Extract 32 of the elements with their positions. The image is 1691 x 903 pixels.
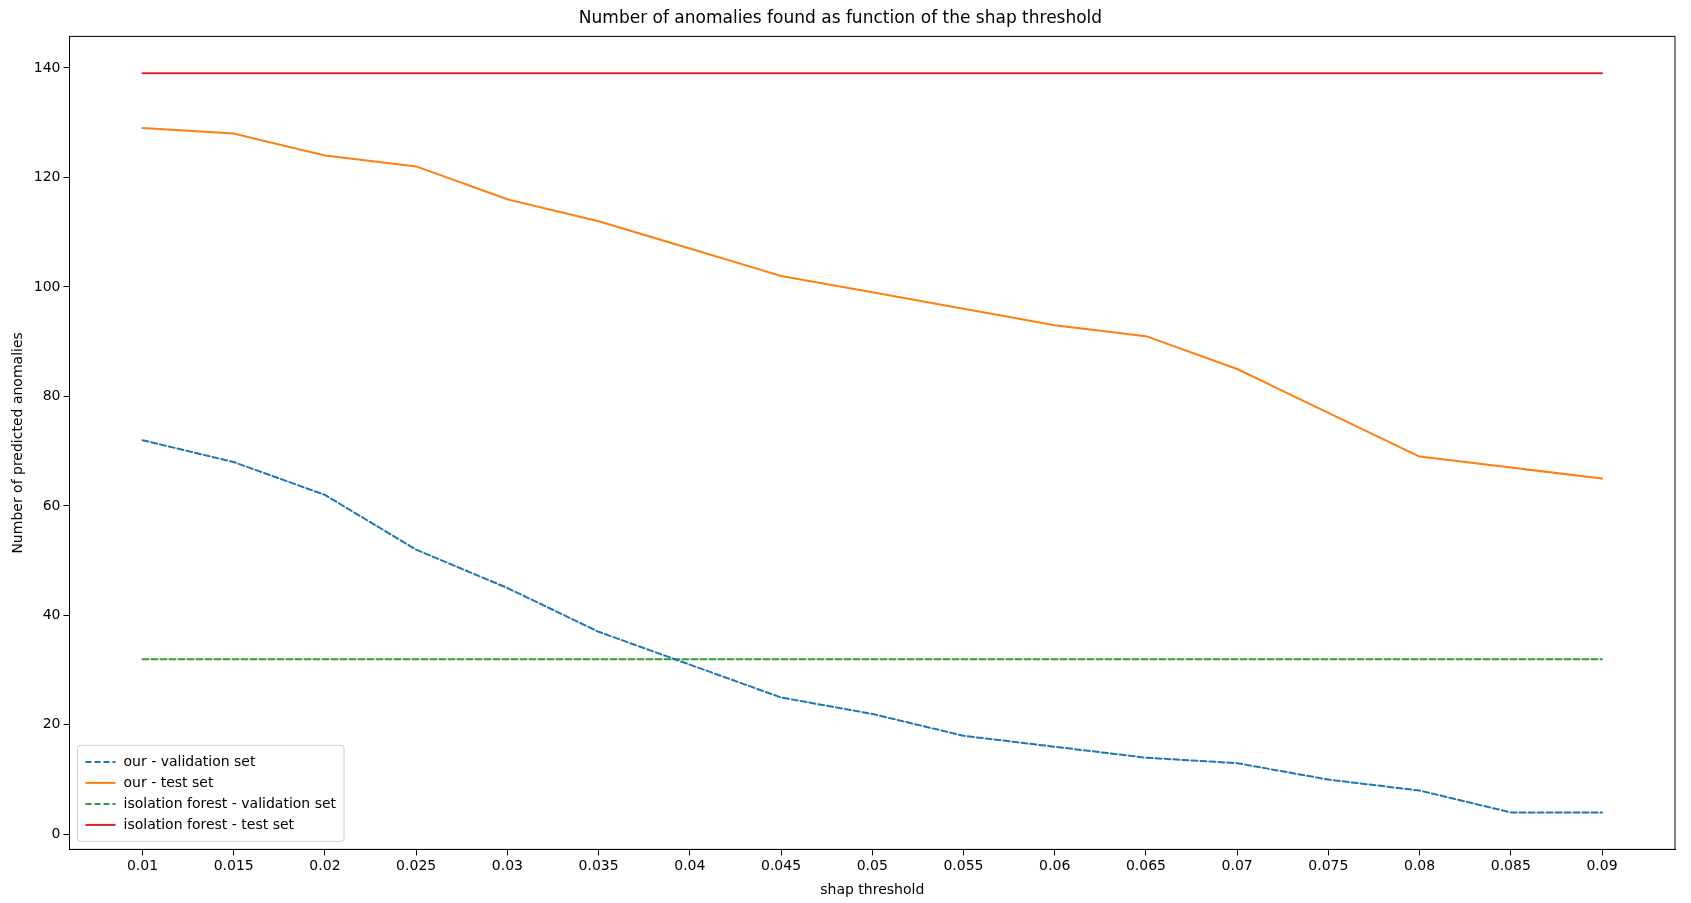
y-tick-label: 40 [42,606,61,622]
x-tick-label: 0.09 [1586,857,1618,874]
x-axis-title: shap threshold [820,881,925,898]
y-tick-label: 60 [42,496,61,513]
y-tick-label: 100 [33,277,61,294]
x-tick-label: 0.035 [578,857,619,874]
x-tick-label: 0.05 [856,857,888,874]
legend-label: our - validation set [123,752,256,769]
x-tick-label: 0.075 [1308,857,1349,874]
chart-title: Number of anomalies found as function of the shap threshold [578,6,1103,27]
y-tick-label: 20 [42,715,61,732]
x-tick-label: 0.03 [491,857,523,874]
x-tick-label: 0.015 [213,857,254,874]
x-tick-label: 0.01 [126,857,159,874]
x-tick-label: 0.04 [674,857,706,874]
y-tick-label: 120 [33,168,61,185]
x-tick-label: 0.045 [760,857,802,874]
x-tick-label: 0.06 [1039,857,1071,874]
legend-label: isolation forest - test set [123,815,295,832]
x-tick-label: 0.085 [1490,857,1531,874]
x-tick-label: 0.065 [1125,857,1166,874]
y-axis-title: Number of predicted anomalies [9,332,26,554]
x-tick-label: 0.08 [1404,857,1436,874]
x-tick-label: 0.055 [943,857,984,874]
y-tick-label: 0 [51,824,61,841]
y-tick-label: 80 [42,387,61,404]
legend-label: isolation forest - validation set [123,794,337,811]
x-tick-label: 0.07 [1221,857,1253,874]
x-tick-label: 0.02 [309,857,341,874]
x-tick-label: 0.025 [396,857,437,874]
legend-label: our - test set [123,773,214,790]
y-tick-label: 140 [33,58,61,75]
